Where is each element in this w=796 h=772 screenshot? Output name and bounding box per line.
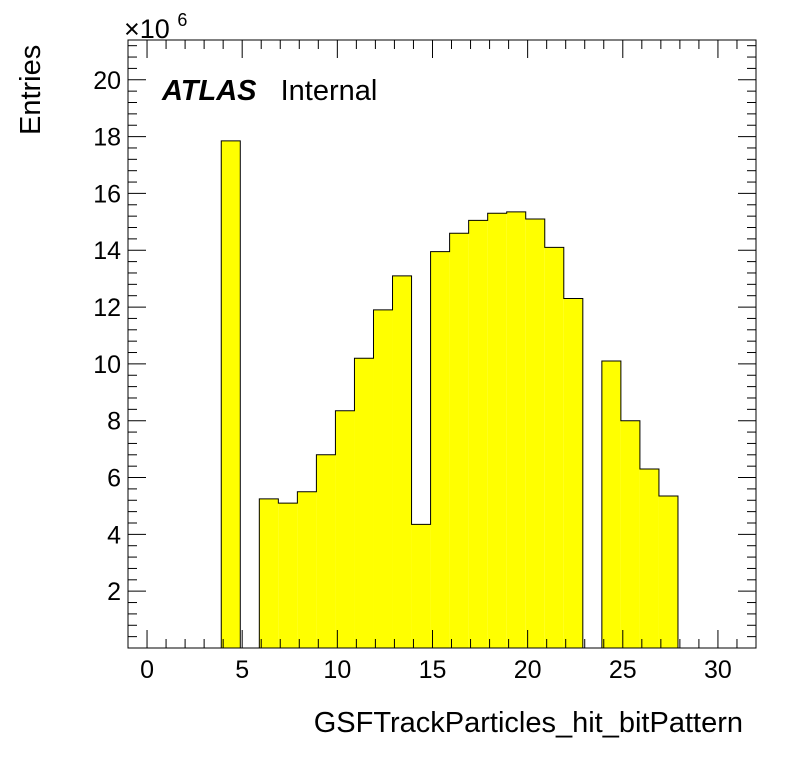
atlas-label-bold: ATLAS <box>161 75 257 107</box>
histogram-bar <box>620 420 640 648</box>
histogram-bar <box>601 361 621 648</box>
y-multiplier-exponent: 6 <box>177 10 187 30</box>
histogram-bar <box>449 233 469 648</box>
histogram-bar <box>658 496 678 648</box>
histogram-bar <box>487 213 507 648</box>
histogram-bars <box>128 140 756 649</box>
y-tick-label: 16 <box>93 180 121 208</box>
histogram-bar <box>411 524 431 648</box>
plot-frame <box>127 39 757 649</box>
histogram-bar <box>297 491 317 648</box>
histogram-bar <box>278 503 298 648</box>
axis-ticks <box>128 40 756 648</box>
x-tick-label: 20 <box>514 656 542 684</box>
y-tick-label: 18 <box>93 124 121 152</box>
histogram-outline <box>220 140 679 649</box>
x-tick-label: 5 <box>235 656 249 684</box>
y-tick-label: 12 <box>93 294 121 322</box>
y-multiplier-base: ×10 <box>124 14 170 44</box>
histogram-bar <box>639 469 659 648</box>
x-tick-labels: 0 5 10 15 20 25 30 <box>140 656 732 684</box>
atlas-label: ATLAS Internal <box>161 75 377 107</box>
histogram-bar <box>335 410 355 648</box>
histogram-bar <box>430 251 450 648</box>
histogram-bar <box>525 218 545 648</box>
histogram-bar <box>373 309 393 648</box>
histogram-bar <box>468 220 488 649</box>
y-tick-label: 4 <box>107 521 121 549</box>
x-axis-label: GSFTrackParticles_hit_bitPattern <box>314 707 743 739</box>
y-tick-label: 10 <box>93 351 121 379</box>
atlas-label-status: Internal <box>281 75 378 107</box>
histogram-bar <box>259 498 279 648</box>
y-tick-label: 8 <box>107 408 121 436</box>
x-tick-label: 10 <box>323 656 351 684</box>
histogram-bar <box>392 275 412 648</box>
x-tick-label: 30 <box>704 656 732 684</box>
x-tick-label: 0 <box>140 656 154 684</box>
histogram-bar <box>316 454 336 648</box>
y-tick-labels: 2 4 6 8 10 12 14 16 18 20 <box>93 67 121 606</box>
histogram-bar <box>506 211 526 648</box>
y-tick-label: 6 <box>107 465 121 493</box>
histogram-bar <box>221 140 241 649</box>
histogram-bar <box>354 358 374 648</box>
histogram-bar <box>544 247 564 649</box>
y-multiplier: ×10 6 <box>124 10 187 44</box>
x-tick-label: 25 <box>609 656 637 684</box>
y-tick-label: 14 <box>93 237 121 265</box>
x-tick-label: 15 <box>419 656 447 684</box>
y-tick-label: 20 <box>93 67 121 95</box>
y-axis-label: Entries <box>15 45 47 135</box>
histogram-bar <box>563 298 583 648</box>
y-tick-label: 2 <box>107 578 121 606</box>
